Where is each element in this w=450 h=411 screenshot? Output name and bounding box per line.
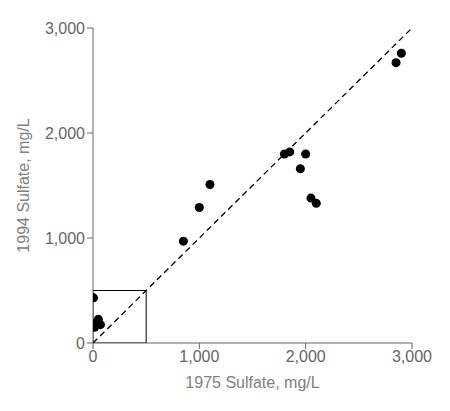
svg-text:1994 Sulfate, mg/L: 1994 Sulfate, mg/L: [15, 118, 32, 252]
svg-text:3,000: 3,000: [392, 348, 432, 365]
svg-text:3,000: 3,000: [45, 20, 85, 37]
svg-text:0: 0: [89, 348, 98, 365]
svg-text:0: 0: [76, 335, 85, 352]
svg-text:2,000: 2,000: [45, 125, 85, 142]
svg-text:1975 Sulfate, mg/L: 1975 Sulfate, mg/L: [185, 374, 319, 391]
svg-text:1,000: 1,000: [179, 348, 219, 365]
svg-text:1,000: 1,000: [45, 230, 85, 247]
svg-text:2,000: 2,000: [286, 348, 326, 365]
